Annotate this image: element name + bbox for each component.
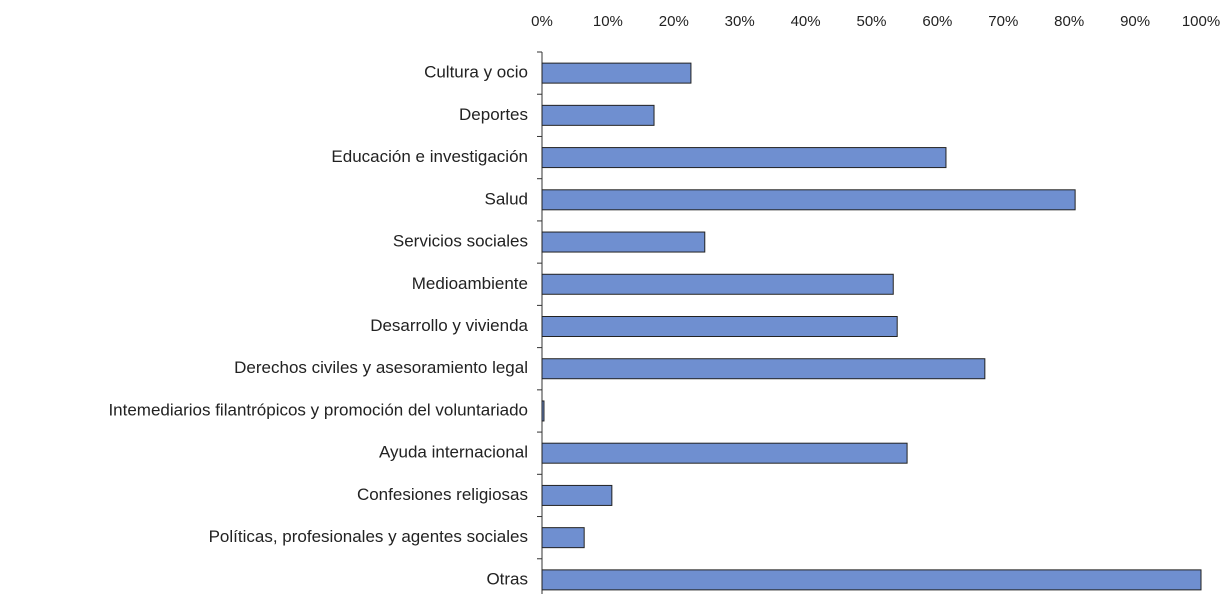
bar: [541, 62, 692, 84]
bar: [541, 569, 1202, 591]
x-tick-label: 50%: [856, 13, 886, 30]
bar: [541, 104, 655, 126]
x-tick-label: 60%: [922, 13, 952, 30]
x-tick-label: 0%: [531, 13, 553, 30]
x-tick-label: 100%: [1182, 13, 1220, 30]
y-tick-label: Educación e investigación: [331, 147, 528, 166]
y-tick-label: Otras: [486, 569, 528, 588]
x-tick-label: 30%: [725, 13, 755, 30]
bar: [541, 527, 585, 549]
y-tick-label: Desarrollo y vivienda: [370, 316, 528, 335]
x-tick-label: 90%: [1120, 13, 1150, 30]
y-tick-label: Cultura y ocio: [424, 63, 528, 82]
bar: [541, 147, 947, 169]
y-tick-label: Medioambiente: [412, 274, 528, 293]
y-tick-label: Ayuda internacional: [379, 443, 528, 462]
y-tick-label: Intemediarios filantrópicos y promoción …: [108, 400, 528, 419]
y-tick-label: Confesiones religiosas: [357, 485, 528, 504]
bar: [541, 358, 986, 380]
x-tick-label: 70%: [988, 13, 1018, 30]
y-tick-label: Deportes: [459, 105, 528, 124]
bar: [541, 231, 706, 253]
bar: [541, 316, 898, 337]
y-tick-label: Salud: [485, 189, 528, 208]
y-tick-label: Derechos civiles y asesoramiento legal: [234, 358, 528, 377]
bar: [541, 189, 1076, 211]
x-tick-label: 10%: [593, 13, 623, 30]
x-tick-label: 20%: [659, 13, 689, 30]
bar: [541, 484, 613, 506]
x-tick-label: 40%: [791, 13, 821, 30]
y-tick-label: Políticas, profesionales y agentes socia…: [209, 527, 528, 546]
bar: [541, 442, 908, 464]
y-tick-label: Servicios sociales: [393, 232, 528, 251]
bar: [541, 273, 894, 295]
x-tick-label: 80%: [1054, 13, 1084, 30]
bar: [541, 400, 545, 422]
